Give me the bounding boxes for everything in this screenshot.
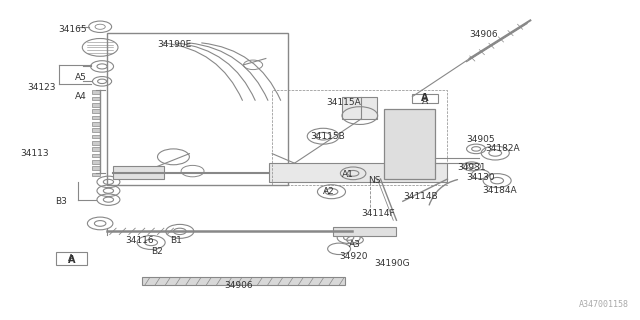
Text: NS: NS [368,176,380,185]
Text: 34182A: 34182A [486,144,520,153]
Bar [92,141,100,145]
Text: 34906: 34906 [470,30,499,39]
Text: 34116: 34116 [125,236,154,245]
Text: 34190G: 34190G [374,259,410,268]
Text: 34905: 34905 [467,135,495,144]
Text: 34130: 34130 [467,173,495,182]
Bar [56,252,88,265]
Text: 34114B: 34114B [403,192,438,201]
Text: 34113: 34113 [20,149,49,158]
Bar [384,109,435,179]
Bar [92,166,100,170]
Bar [141,277,346,285]
Bar [92,103,100,107]
Text: 34115B: 34115B [310,132,345,141]
Text: A347001158: A347001158 [579,300,629,309]
Bar [92,173,100,177]
Bar [92,135,100,139]
Bar [342,97,378,119]
Text: 34115A: 34115A [326,99,361,108]
Text: A1: A1 [342,170,354,179]
Text: A: A [68,255,76,265]
Text: A: A [422,97,428,106]
Text: 34114F: 34114F [362,209,395,219]
Text: 34123: 34123 [27,83,56,92]
Bar [92,147,100,151]
Text: A5: A5 [75,73,86,82]
Bar [333,227,396,236]
Text: 34931: 34931 [457,164,486,172]
Text: 34190E: 34190E [157,40,192,49]
Text: 34906: 34906 [225,281,253,290]
Text: A: A [68,254,74,263]
Bar [92,109,100,113]
Bar [92,154,100,157]
Bar [412,94,438,103]
Text: B2: B2 [151,247,163,257]
Text: A2: A2 [323,187,335,196]
Bar [269,163,447,182]
Bar [92,128,100,132]
Bar [92,160,100,164]
Text: B1: B1 [170,236,182,245]
Bar [106,33,288,185]
Bar [92,97,100,100]
Text: B3: B3 [56,197,67,206]
Text: 34920: 34920 [339,252,367,261]
Bar [92,122,100,126]
Text: 34184A: 34184A [483,186,517,195]
Text: A: A [421,93,429,103]
Bar [113,166,164,179]
Bar [92,90,100,94]
Text: A4: A4 [75,92,86,101]
Bar [92,116,100,119]
Text: 34165: 34165 [59,25,88,35]
Text: A3: A3 [349,240,360,249]
